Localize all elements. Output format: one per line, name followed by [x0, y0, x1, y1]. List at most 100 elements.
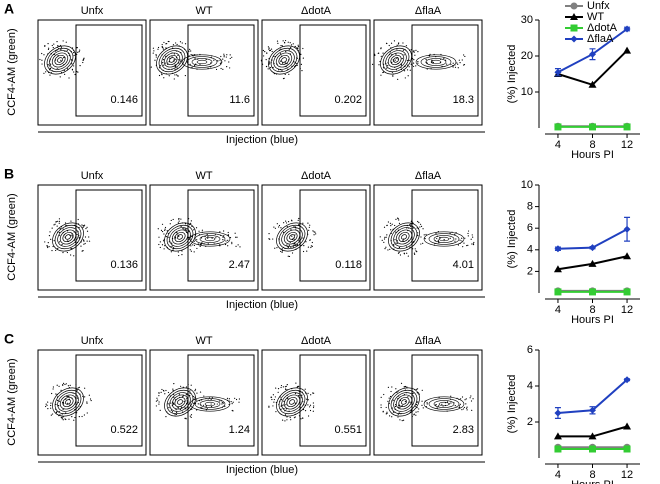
- event-dot: [47, 64, 49, 66]
- contour: [49, 50, 71, 70]
- contour: [393, 392, 415, 412]
- event-dot: [205, 406, 207, 408]
- event-dot: [200, 407, 202, 409]
- event-dot: [158, 392, 160, 394]
- event-dot: [165, 43, 167, 45]
- event-dot: [161, 244, 164, 246]
- event-dot: [416, 251, 418, 253]
- event-dot: [157, 228, 159, 230]
- event-dot: [58, 400, 60, 402]
- data-point: [554, 245, 562, 253]
- event-dot: [280, 384, 283, 387]
- contour: [52, 387, 84, 417]
- event-dot: [221, 401, 223, 404]
- event-dot: [467, 244, 469, 246]
- event-dot: [224, 60, 226, 62]
- event-dot: [383, 238, 386, 240]
- x-axis-label: Hours PI: [571, 149, 614, 161]
- gate: [411, 189, 479, 282]
- contours: [44, 218, 91, 257]
- event-dot: [73, 255, 75, 257]
- event-dot: [380, 406, 382, 409]
- event-dot: [71, 63, 73, 65]
- event-dot: [280, 60, 282, 62]
- event-dot: [389, 395, 392, 398]
- event-dot: [472, 236, 474, 238]
- event-dot: [292, 43, 294, 45]
- event-dot: [462, 246, 464, 248]
- contour: [54, 389, 82, 415]
- event-dot: [47, 43, 49, 45]
- data-point: [589, 123, 596, 131]
- contour: [44, 45, 76, 75]
- event-dot: [86, 401, 88, 403]
- event-dot: [90, 399, 92, 402]
- event-dot: [185, 394, 187, 396]
- event-dot: [473, 241, 475, 244]
- gate: [299, 24, 367, 117]
- event-dot: [413, 59, 415, 61]
- event-dot: [49, 68, 52, 70]
- event-dot: [228, 400, 230, 402]
- event-dot: [454, 64, 456, 66]
- y-axis-label: CCF4-AM (green): [6, 358, 18, 445]
- event-dot: [61, 243, 63, 246]
- contour: [388, 387, 420, 417]
- event-dot: [228, 398, 230, 400]
- event-dot: [397, 252, 400, 254]
- event-dot: [426, 402, 428, 404]
- event-dot: [210, 66, 212, 68]
- gate: [187, 24, 255, 117]
- contour: [276, 387, 308, 417]
- event-dot: [446, 401, 449, 403]
- event-dot: [182, 386, 184, 388]
- y-tick-label: 2: [527, 265, 533, 277]
- event-dot: [310, 394, 312, 396]
- event-dot: [433, 53, 435, 56]
- event-dot: [393, 40, 396, 42]
- event-dot: [420, 243, 422, 245]
- event-dot: [221, 406, 224, 408]
- event-dot: [177, 74, 179, 77]
- event-dot: [180, 59, 182, 61]
- event-dot: [295, 62, 297, 65]
- event-dot: [417, 61, 419, 63]
- event-dot: [226, 54, 228, 56]
- contour: [46, 47, 74, 73]
- event-dot: [58, 410, 60, 413]
- plot-frame: [373, 19, 483, 126]
- event-dot: [58, 218, 61, 220]
- event-dot: [266, 65, 268, 68]
- sample-name: ΔdotA: [301, 170, 332, 182]
- event-dot: [437, 230, 439, 233]
- event-dot: [283, 222, 285, 224]
- event-dot: [415, 49, 417, 51]
- gate: [411, 24, 479, 117]
- event-dot: [395, 388, 397, 390]
- event-dot: [175, 65, 177, 67]
- gate-value: 0.146: [110, 94, 138, 106]
- event-dot: [158, 236, 160, 238]
- event-dot: [297, 219, 299, 221]
- event-dot: [190, 414, 193, 416]
- event-dot: [272, 238, 274, 240]
- event-dot: [288, 73, 290, 75]
- event-dot: [442, 405, 444, 407]
- event-dot: [41, 59, 43, 61]
- event-dot: [193, 240, 195, 242]
- contour: [62, 396, 74, 408]
- contour: [268, 45, 300, 75]
- event-dot: [297, 385, 299, 388]
- event-dot: [395, 69, 398, 71]
- event-dot: [78, 386, 81, 388]
- data-point: [588, 259, 597, 267]
- gate: [411, 354, 479, 447]
- event-dot: [449, 232, 451, 234]
- event-dot: [282, 231, 285, 233]
- event-dot: [224, 243, 227, 246]
- event-dot: [465, 398, 467, 400]
- event-dot: [84, 396, 86, 398]
- legend-marker: [570, 13, 578, 20]
- contour: [59, 229, 77, 245]
